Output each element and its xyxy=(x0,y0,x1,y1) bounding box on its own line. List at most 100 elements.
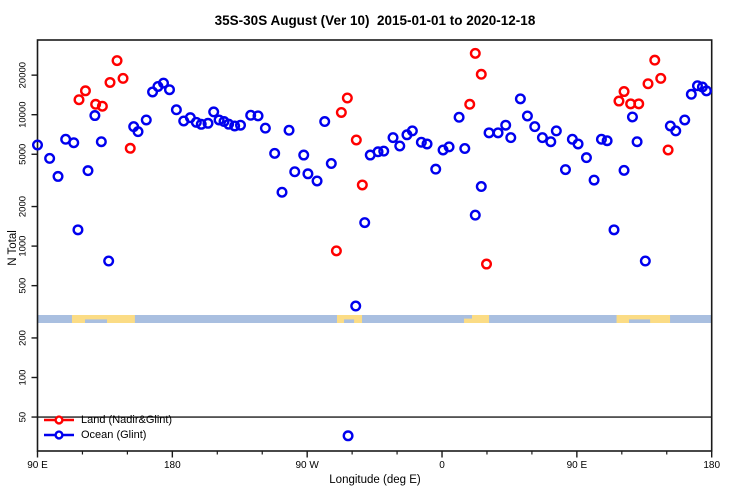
data-point-land xyxy=(469,47,481,59)
data-point-ocean xyxy=(626,111,638,123)
data-point-land xyxy=(111,55,123,67)
data-point-ocean xyxy=(421,138,433,150)
data-point-ocean xyxy=(529,121,541,133)
x-tick-label: 180 xyxy=(164,460,181,471)
legend-label-land: Land (Nadir&Glint) xyxy=(81,414,173,426)
data-point-ocean xyxy=(245,109,257,121)
data-point-ocean xyxy=(302,168,314,180)
y-tick-label: 10000 xyxy=(18,101,29,127)
map-band-notch xyxy=(464,315,472,319)
data-point-land xyxy=(90,98,102,110)
data-point-ocean xyxy=(103,255,115,267)
y-axis-title: N Total xyxy=(7,230,19,266)
data-point-ocean xyxy=(550,125,562,137)
data-point-land xyxy=(356,179,368,191)
data-point-ocean xyxy=(350,300,362,312)
data-point-ocean xyxy=(202,117,214,129)
data-point-ocean xyxy=(415,136,427,148)
data-point-land xyxy=(475,68,487,80)
data-point-ocean xyxy=(588,174,600,186)
y-tick-label: 50 xyxy=(18,412,29,423)
data-point-ocean xyxy=(158,77,170,89)
data-point-ocean xyxy=(670,125,682,137)
data-point-ocean xyxy=(229,120,241,132)
data-point-ocean xyxy=(521,110,533,122)
y-tick-label: 500 xyxy=(18,278,29,294)
data-point-ocean xyxy=(406,125,418,137)
data-point-ocean xyxy=(691,80,703,92)
data-point-ocean xyxy=(147,86,159,98)
y-tick-label: 20000 xyxy=(18,62,29,88)
data-point-ocean xyxy=(580,152,592,164)
data-point-ocean xyxy=(469,209,481,221)
data-point-ocean xyxy=(325,158,337,170)
data-point-ocean xyxy=(276,186,288,198)
data-point-ocean xyxy=(459,143,471,155)
data-point-ocean xyxy=(170,104,182,116)
data-point-ocean xyxy=(319,116,331,128)
data-point-land xyxy=(73,94,85,106)
data-point-ocean xyxy=(359,217,371,229)
plot-border xyxy=(36,39,713,452)
map-band-notch xyxy=(84,319,108,323)
data-point-land xyxy=(662,144,674,156)
data-point-ocean xyxy=(631,136,643,148)
x-tick-label: 0 xyxy=(439,460,445,471)
data-point-land xyxy=(655,72,667,84)
data-point-ocean xyxy=(378,145,390,157)
data-point-ocean xyxy=(89,110,101,122)
data-point-land xyxy=(633,98,645,110)
data-point-land xyxy=(642,78,654,90)
data-point-ocean xyxy=(595,133,607,145)
map-band-ocean xyxy=(37,315,712,323)
y-tick-label: 1000 xyxy=(18,236,29,257)
data-point-ocean xyxy=(44,152,56,164)
data-point-ocean xyxy=(639,255,651,267)
legend-label-ocean: Ocean (Glint) xyxy=(81,429,147,441)
data-point-ocean xyxy=(32,139,44,151)
data-point-land xyxy=(124,142,136,154)
map-band-notch xyxy=(628,319,651,323)
ocean-series-symbol-icon xyxy=(44,430,74,440)
map-band-notch xyxy=(344,319,355,323)
x-tick-label: 90 E xyxy=(567,460,588,471)
map-band-land xyxy=(616,315,671,323)
data-point-ocean xyxy=(298,149,310,161)
data-point-ocean xyxy=(195,118,207,130)
data-point-land xyxy=(618,86,630,98)
data-point-land xyxy=(104,76,116,88)
x-tick-label: 180 xyxy=(703,460,720,471)
data-point-ocean xyxy=(82,165,94,177)
data-point-ocean xyxy=(505,132,517,144)
data-point-ocean xyxy=(601,135,613,147)
data-point-land xyxy=(335,106,347,118)
x-tick-label: 90 W xyxy=(296,460,320,471)
data-point-ocean xyxy=(95,136,107,148)
map-band-land xyxy=(464,315,490,323)
y-tick-label: 200 xyxy=(18,330,29,346)
data-point-ocean xyxy=(252,110,264,122)
data-point-ocean xyxy=(679,114,691,126)
x-tick-label: 90 E xyxy=(27,460,48,471)
data-point-ocean xyxy=(559,164,571,176)
data-point-ocean xyxy=(430,163,442,175)
data-point-ocean xyxy=(608,224,620,236)
data-point-ocean xyxy=(68,137,80,149)
data-point-ocean xyxy=(387,132,399,144)
land-series-symbol-icon xyxy=(44,415,74,425)
data-point-ocean xyxy=(208,106,220,118)
data-point-ocean xyxy=(223,118,235,130)
legend: Land (Nadir&Glint) Ocean (Glint) xyxy=(44,413,172,442)
data-point-ocean xyxy=(259,122,271,134)
y-tick-label: 2000 xyxy=(18,196,29,217)
data-point-ocean xyxy=(140,114,152,126)
data-point-land xyxy=(117,72,129,84)
data-point-ocean xyxy=(492,127,504,139)
data-point-ocean xyxy=(500,119,512,131)
data-point-ocean xyxy=(685,88,697,100)
data-point-ocean xyxy=(269,147,281,159)
data-point-ocean xyxy=(72,224,84,236)
y-tick-label: 100 xyxy=(18,370,29,386)
